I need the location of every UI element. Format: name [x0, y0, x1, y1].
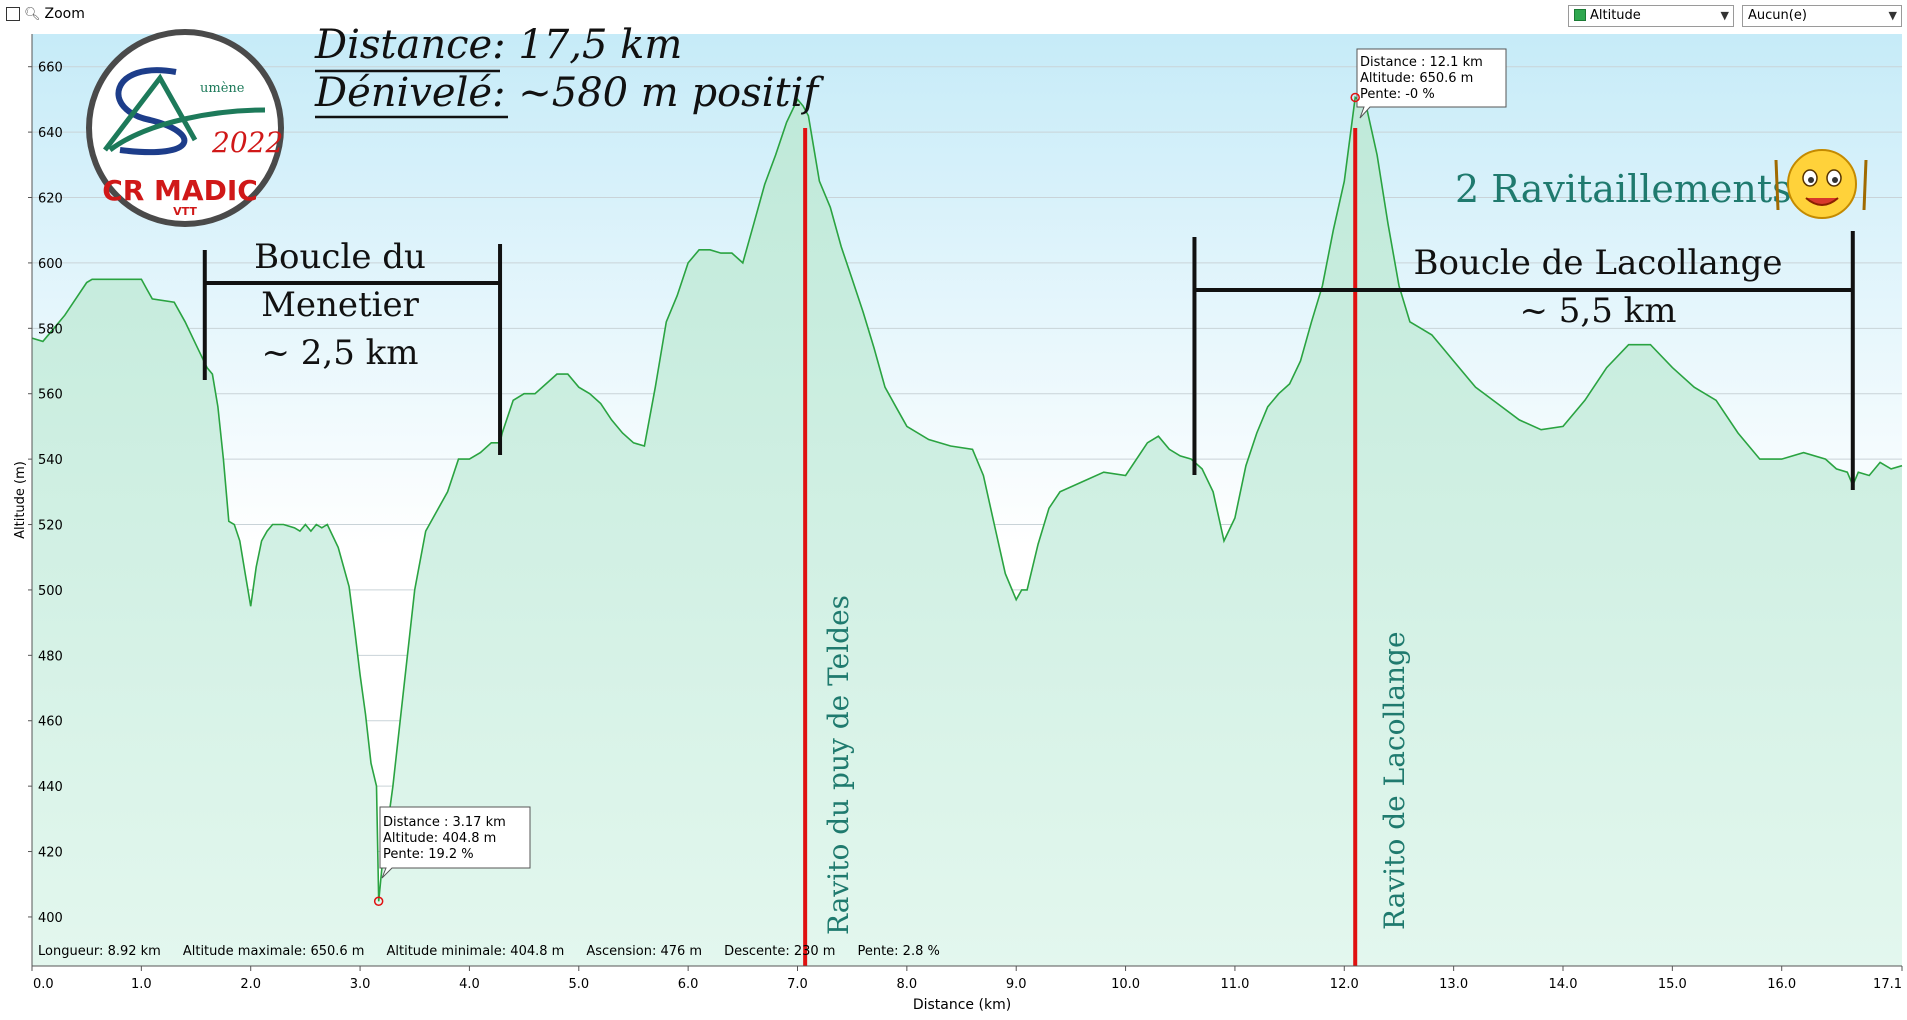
y-tick-label: 580: [38, 322, 63, 337]
denivele-annotation: Dénivelé: ~580 m positif: [314, 70, 824, 116]
stats-bar: Longueur: 8.92 km Altitude maximale: 650.…: [38, 944, 962, 959]
y-tick-label: 660: [38, 61, 63, 76]
y-tick-label: 460: [38, 715, 63, 730]
stat-descente: Descente: 230 m: [724, 944, 836, 959]
event-logo: umène 2022 CR MADIC VTT: [86, 29, 284, 227]
x-tick-label: 17.1: [1873, 977, 1902, 992]
x-tick-label: 10.0: [1111, 977, 1140, 992]
profile-line: [31, 95, 1903, 902]
ravito2-label: Ravito de Lacollange: [1378, 631, 1411, 930]
tooltip-max-pente: Pente: -0 %: [1360, 87, 1435, 102]
x-tick-label: 4.0: [459, 977, 480, 992]
tooltip-max-distance: Distance : 12.1 km: [1360, 55, 1483, 70]
logo-sub: VTT: [173, 205, 197, 218]
stat-alt-min: Altitude minimale: 404.8 m: [386, 944, 565, 959]
magnifier-icon: 🔍︎: [24, 6, 41, 22]
ravito-markers: [803, 128, 1358, 966]
toolbar: 🔍︎ Zoom Altitude ▼ Aucun(e) ▼: [0, 0, 1907, 32]
y-tick-label: 640: [38, 126, 63, 141]
tooltip-point-marker: [1350, 92, 1360, 103]
x-tick-label: 6.0: [678, 977, 699, 992]
loop1-label-line2: Menetier: [261, 285, 420, 325]
smiley-icon: [1774, 149, 1868, 219]
secondary-dropdown-value: Aucun(e): [1748, 8, 1807, 23]
stat-alt-max: Altitude maximale: 650.6 m: [182, 944, 365, 959]
tooltip-max: Distance : 12.1 km Altitude: 650.6 m Pen…: [1356, 48, 1507, 119]
x-tick-label: 12.0: [1330, 977, 1359, 992]
x-tick-label: 0.0: [33, 977, 54, 992]
tooltip-min-distance: Distance : 3.17 km: [383, 815, 506, 830]
y-tick-label: 440: [38, 780, 63, 795]
stat-ascension: Ascension: 476 m: [586, 944, 703, 959]
y-tick-label: 600: [38, 257, 63, 272]
ticks: 400 420 440 460 480 500 520 540 560 580 600 620 640 6…: [28, 61, 1903, 992]
secondary-dropdown[interactable]: Aucun(e) ▼: [1742, 5, 1902, 27]
x-tick-label: 15.0: [1658, 977, 1687, 992]
ravitaillements-title: 2 Ravitaillements: [1455, 167, 1792, 211]
logo-a-shape: [103, 73, 266, 153]
tooltip-min-altitude: Altitude: 404.8 m: [383, 831, 496, 846]
logo-ring: [86, 29, 284, 227]
chevron-down-icon: ▼: [1888, 9, 1897, 22]
logo-year: 2022: [211, 126, 283, 159]
loop1-label-line1: Boucle du: [254, 237, 426, 277]
zoom-control[interactable]: 🔍︎ Zoom: [6, 6, 85, 22]
series-dropdown[interactable]: Altitude ▼: [1568, 5, 1734, 27]
series-dropdown-value: Altitude: [1590, 8, 1641, 23]
x-tick-label: 3.0: [350, 977, 371, 992]
x-tick-label: 14.0: [1549, 977, 1578, 992]
x-tick-label: 13.0: [1439, 977, 1468, 992]
y-tick-label: 560: [38, 388, 63, 403]
y-tick-label: 620: [38, 192, 63, 207]
y-tick-label: 540: [38, 453, 63, 468]
tooltip-min: Distance : 3.17 km Altitude: 404.8 m Pen…: [379, 806, 531, 879]
stat-longueur: Longueur: 8.92 km: [38, 944, 161, 959]
logo-s-shape: [115, 67, 188, 156]
x-tick-label: 16.0: [1767, 977, 1796, 992]
y-tick-label: 520: [38, 519, 63, 534]
logo-text-top: umène: [200, 81, 245, 96]
y-tick-label: 480: [38, 649, 63, 664]
y-tick-label: 400: [38, 911, 63, 926]
y-tick-label: 420: [38, 846, 63, 861]
x-axis-label: Distance (km): [913, 997, 1011, 1013]
loop2-label-line1: Boucle de Lacollange: [1413, 243, 1782, 283]
chevron-down-icon: ▼: [1720, 9, 1729, 22]
profile-area: [32, 97, 1902, 966]
axes: [31, 34, 1902, 967]
x-tick-label: 7.0: [787, 977, 808, 992]
zoom-checkbox[interactable]: [6, 7, 20, 21]
zoom-label: Zoom: [44, 6, 85, 22]
x-tick-label: 11.0: [1220, 977, 1249, 992]
x-tick-label: 1.0: [131, 977, 152, 992]
x-tick-label: 2.0: [240, 977, 261, 992]
tooltip-min-pente: Pente: 19.2 %: [383, 847, 474, 862]
y-tick-label: 500: [38, 584, 63, 599]
tooltip-max-altitude: Altitude: 650.6 m: [1360, 71, 1473, 86]
loop1-label-line3: ~ 2,5 km: [261, 333, 418, 373]
loop-brackets: [202, 231, 1855, 490]
ravito1-label: Ravito du puy de Teldes: [822, 595, 855, 935]
x-tick-label: 9.0: [1006, 977, 1027, 992]
stat-pente: Pente: 2.8 %: [857, 944, 940, 959]
y-axis-label: Altitude (m): [13, 461, 28, 539]
tooltip-point-marker: [373, 896, 384, 907]
logo-club: CR MADIC: [102, 174, 258, 207]
x-tick-label: 8.0: [897, 977, 918, 992]
distance-annotation: Distance: 17,5 km: [314, 22, 682, 68]
loop2-label-line2: ~ 5,5 km: [1519, 291, 1676, 331]
x-tick-label: 5.0: [568, 977, 589, 992]
tooltip-markers: [373, 92, 1360, 907]
series-color-swatch: [1574, 9, 1586, 21]
